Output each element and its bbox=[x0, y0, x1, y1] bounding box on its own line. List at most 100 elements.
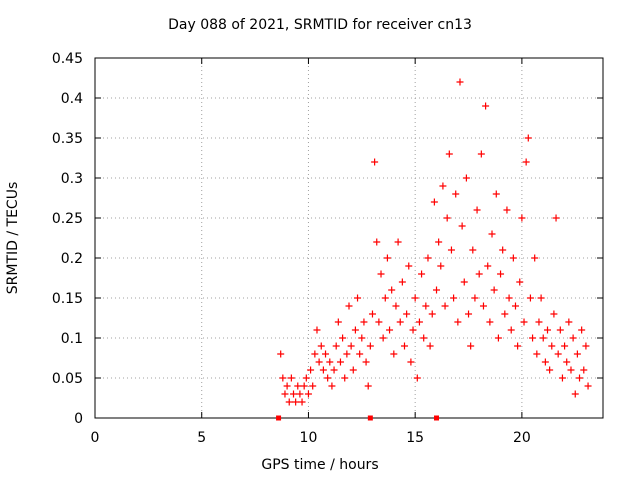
data-point bbox=[567, 366, 575, 374]
data-point bbox=[447, 246, 455, 254]
data-point bbox=[300, 382, 308, 390]
data-point bbox=[313, 326, 321, 334]
data-point bbox=[294, 382, 302, 390]
data-point bbox=[503, 206, 511, 214]
zero-marker bbox=[434, 415, 440, 421]
data-point bbox=[364, 382, 372, 390]
data-point bbox=[405, 262, 413, 270]
zero-markers bbox=[276, 415, 440, 421]
data-point bbox=[539, 334, 547, 342]
data-point bbox=[368, 310, 376, 318]
data-point bbox=[507, 326, 515, 334]
data-point bbox=[354, 294, 362, 302]
data-point bbox=[458, 222, 466, 230]
data-point bbox=[400, 342, 408, 350]
data-point bbox=[349, 366, 357, 374]
data-point bbox=[375, 318, 383, 326]
x-tick-label: 0 bbox=[91, 430, 100, 446]
x-tick-label: 5 bbox=[197, 430, 206, 446]
data-point bbox=[418, 270, 426, 278]
data-point bbox=[341, 374, 349, 382]
data-point bbox=[388, 286, 396, 294]
data-point bbox=[366, 342, 374, 350]
data-point bbox=[501, 310, 509, 318]
data-point bbox=[546, 366, 554, 374]
data-point bbox=[477, 150, 485, 158]
data-point bbox=[537, 294, 545, 302]
data-point bbox=[544, 326, 552, 334]
data-point bbox=[499, 246, 507, 254]
data-point bbox=[479, 302, 487, 310]
data-point bbox=[450, 294, 458, 302]
data-point bbox=[279, 374, 287, 382]
plot-border bbox=[94, 57, 604, 419]
data-point bbox=[283, 382, 291, 390]
data-point bbox=[339, 334, 347, 342]
data-point bbox=[345, 302, 353, 310]
data-point bbox=[494, 334, 502, 342]
data-point bbox=[437, 262, 445, 270]
data-point bbox=[328, 382, 336, 390]
data-point bbox=[531, 254, 539, 262]
data-point bbox=[296, 390, 304, 398]
data-point bbox=[307, 366, 315, 374]
data-point bbox=[550, 310, 558, 318]
data-point bbox=[371, 158, 379, 166]
data-point bbox=[541, 358, 549, 366]
x-tick-label: 15 bbox=[406, 430, 424, 446]
y-tick-label: 0.25 bbox=[52, 211, 83, 227]
data-point bbox=[398, 278, 406, 286]
y-tick-label: 0.35 bbox=[52, 131, 83, 147]
data-point bbox=[435, 238, 443, 246]
data-point bbox=[362, 358, 370, 366]
data-point bbox=[424, 254, 432, 262]
y-tick-label: 0.05 bbox=[52, 371, 83, 387]
data-point bbox=[526, 294, 534, 302]
data-point bbox=[576, 374, 584, 382]
y-tick-label: 0.45 bbox=[52, 51, 83, 67]
data-point bbox=[490, 286, 498, 294]
data-point bbox=[520, 318, 528, 326]
data-point bbox=[287, 374, 295, 382]
y-tick-label: 0 bbox=[74, 411, 83, 427]
data-point bbox=[475, 270, 483, 278]
data-point bbox=[411, 294, 419, 302]
data-point bbox=[324, 374, 332, 382]
data-point bbox=[443, 214, 451, 222]
data-point bbox=[529, 334, 537, 342]
data-point bbox=[465, 310, 473, 318]
data-point bbox=[277, 350, 285, 358]
data-point bbox=[563, 358, 571, 366]
data-point bbox=[578, 326, 586, 334]
data-point bbox=[381, 294, 389, 302]
data-point bbox=[488, 230, 496, 238]
data-point bbox=[392, 302, 400, 310]
data-point bbox=[298, 398, 306, 406]
data-point bbox=[407, 358, 415, 366]
zero-marker bbox=[276, 415, 282, 421]
data-point bbox=[351, 326, 359, 334]
data-point bbox=[396, 318, 404, 326]
data-point bbox=[518, 214, 526, 222]
data-point bbox=[467, 342, 475, 350]
data-point bbox=[311, 350, 319, 358]
data-point bbox=[473, 206, 481, 214]
data-point bbox=[302, 374, 310, 382]
data-point bbox=[309, 382, 317, 390]
data-point bbox=[486, 318, 494, 326]
data-point bbox=[330, 366, 338, 374]
data-point bbox=[319, 366, 327, 374]
data-point bbox=[373, 238, 381, 246]
tick-labels: 0 5 10 15 20 0 0.05 0.1 0.15 0.2 0.25 0.3 0.35 0.4 0.4… bbox=[52, 51, 531, 446]
data-point bbox=[386, 326, 394, 334]
data-point bbox=[533, 350, 541, 358]
data-point bbox=[304, 390, 312, 398]
y-tick-label: 0.2 bbox=[61, 251, 83, 267]
data-point bbox=[556, 326, 564, 334]
data-point bbox=[428, 310, 436, 318]
data-point bbox=[420, 334, 428, 342]
x-axis-label: GPS time / hours bbox=[261, 457, 379, 473]
data-point bbox=[377, 270, 385, 278]
data-point bbox=[281, 390, 289, 398]
grid-lines bbox=[95, 58, 603, 418]
